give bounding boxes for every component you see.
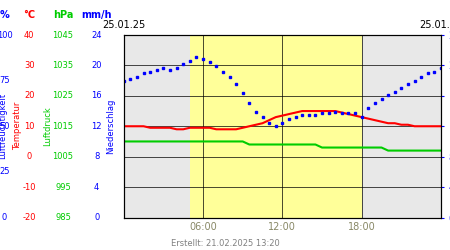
Text: -10: -10: [22, 182, 36, 192]
Text: 1015: 1015: [53, 122, 73, 131]
Text: 75: 75: [0, 76, 10, 85]
Text: Erstellt: 21.02.2025 13:20: Erstellt: 21.02.2025 13:20: [171, 238, 279, 248]
Text: 20: 20: [91, 61, 102, 70]
Text: 985: 985: [55, 213, 71, 222]
Text: 30: 30: [24, 61, 35, 70]
Text: 16: 16: [91, 91, 102, 100]
Text: °C: °C: [23, 10, 35, 20]
Text: 40: 40: [24, 30, 35, 40]
Text: 1005: 1005: [53, 152, 73, 161]
Text: Luftdruck: Luftdruck: [43, 106, 52, 146]
Text: Niederschlag: Niederschlag: [106, 98, 115, 154]
Text: -20: -20: [22, 213, 36, 222]
Text: 8: 8: [94, 152, 99, 161]
Text: 0: 0: [2, 213, 7, 222]
Text: 1045: 1045: [53, 30, 73, 40]
Text: Luftfeuchtigkeit: Luftfeuchtigkeit: [0, 93, 7, 159]
Text: %: %: [0, 10, 9, 20]
Text: 25: 25: [0, 168, 10, 176]
Text: 0: 0: [94, 213, 99, 222]
Text: 50: 50: [0, 122, 10, 131]
Text: Temperatur: Temperatur: [14, 102, 22, 150]
Text: 1025: 1025: [53, 91, 73, 100]
Text: 4: 4: [94, 182, 99, 192]
Text: 1035: 1035: [53, 61, 73, 70]
Bar: [190, 35, 362, 218]
Text: hPa: hPa: [53, 10, 73, 20]
Text: mm/h: mm/h: [81, 10, 112, 20]
Text: 20: 20: [24, 91, 35, 100]
Text: 12: 12: [91, 122, 102, 131]
Text: 10: 10: [24, 122, 35, 131]
Text: 995: 995: [55, 182, 71, 192]
Text: 0: 0: [27, 152, 32, 161]
Text: 100: 100: [0, 30, 13, 40]
Text: 24: 24: [91, 30, 102, 40]
